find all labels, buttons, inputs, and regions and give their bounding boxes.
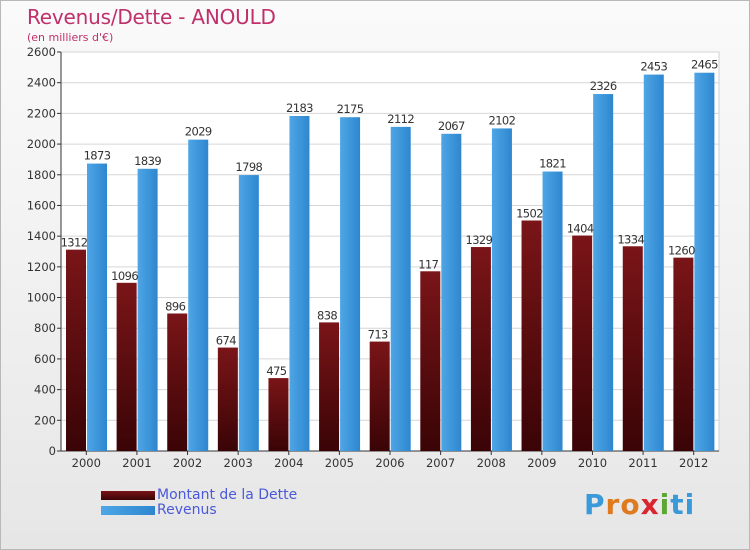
x-tick-label-2000: 2000 [72,456,101,470]
logo-letter: x [640,488,660,521]
x-tick-label-2010: 2010 [578,456,607,470]
value-label-debt-2010: 1404 [567,222,594,236]
legend: Montant de la Dette Revenus [101,488,297,518]
y-tick-label: 1000 [27,291,56,305]
x-tick-label-2001: 2001 [122,456,151,470]
legend-item-revenue: Revenus [101,503,297,518]
x-tick-label-2012: 2012 [679,456,708,470]
bar-debt-2009 [521,220,542,451]
value-label-debt-2009: 1502 [516,207,543,221]
value-label-revenue-2004: 2183 [286,101,313,115]
value-label-debt-2002: 896 [165,299,185,313]
value-label-revenue-2006: 2112 [387,112,414,126]
bar-revenue-2006 [390,126,411,452]
bar-revenue-2010 [593,94,614,451]
value-label-revenue-2003: 1798 [235,160,262,174]
y-tick-label: 2200 [27,106,56,120]
x-tick-label-2003: 2003 [224,456,253,470]
y-tick-label: 400 [34,383,56,397]
bar-revenue-2001 [137,168,158,451]
y-tick-label: 1400 [27,229,56,243]
legend-label-revenue: Revenus [157,502,217,518]
bar-debt-2002 [167,313,188,451]
chart-title: Revenus/Dette - ANOULD [27,5,276,29]
bar-revenue-2009 [542,171,563,451]
y-tick-label: 1200 [27,260,56,274]
bar-revenue-2002 [188,139,209,452]
bar-debt-2007 [420,271,441,451]
x-tick-label-2008: 2008 [477,456,506,470]
y-tick-label: 1800 [27,168,56,182]
value-label-debt-2004: 475 [266,364,286,378]
bar-debt-2005 [319,322,340,451]
logo-letter: o [620,488,641,521]
value-label-debt-2005: 838 [317,308,337,322]
value-label-revenue-2009: 1821 [539,157,566,171]
y-tick-label: 2000 [27,137,56,151]
bar-debt-2012 [673,257,694,451]
chart-subtitle: (en milliers d'€) [27,31,114,44]
legend-label-debt: Montant de la Dette [157,487,298,503]
x-tick-label-2009: 2009 [527,456,556,470]
value-label-revenue-2012: 2465 [691,58,718,72]
value-label-revenue-2005: 2175 [337,102,364,116]
y-tick-label: 2400 [27,76,56,90]
proxiti-logo: Proxiti [584,489,695,521]
x-tick-label-2002: 2002 [173,456,202,470]
y-tick-label: 0 [49,444,56,458]
bar-debt-2010 [572,235,593,451]
value-label-debt-2001: 1096 [111,269,138,283]
logo-letter: t [670,488,685,521]
y-tick-label: 600 [34,352,56,366]
logo-letter: i [684,488,696,521]
value-label-revenue-2010: 2326 [590,79,617,93]
logo-letter: r [605,488,621,521]
legend-item-debt: Montant de la Dette [101,488,297,503]
y-tick-label: 2600 [27,45,56,59]
x-tick-label-2007: 2007 [426,456,455,470]
bar-debt-2004 [268,378,289,451]
logo-letter: P [584,488,606,521]
x-tick-label-2011: 2011 [628,456,657,470]
bar-revenue-2003 [238,175,259,451]
legend-swatch-debt [101,491,155,500]
y-tick-label: 800 [34,321,56,335]
y-tick-label: 200 [34,413,56,427]
value-label-revenue-2002: 2029 [185,125,212,139]
value-label-debt-2007: 117 [418,257,438,271]
value-label-revenue-2000: 1873 [84,149,111,163]
bar-debt-2000 [66,249,86,451]
value-label-revenue-2007: 2067 [438,119,465,133]
value-label-revenue-2008: 2102 [488,113,515,127]
bar-revenue-2011 [643,74,664,452]
value-label-revenue-2001: 1839 [134,154,161,168]
x-tick-label-2004: 2004 [274,456,303,470]
bar-revenue-2005 [340,117,361,451]
value-label-debt-2003: 674 [216,334,236,348]
bar-revenue-2012 [694,72,715,451]
x-tick-label-2006: 2006 [375,456,404,470]
bar-debt-2006 [369,341,390,451]
bar-debt-2008 [470,247,491,451]
value-label-debt-2000: 1312 [61,236,88,250]
legend-swatch-revenue [101,506,155,515]
value-label-debt-2008: 1329 [465,233,492,247]
bar-debt-2003 [217,347,238,451]
value-label-debt-2012: 1260 [668,244,695,258]
bar-revenue-2000 [87,163,107,452]
bar-debt-2011 [622,246,643,451]
bar-revenue-2004 [289,115,310,451]
bar-revenue-2008 [491,128,512,452]
x-tick-label-2005: 2005 [325,456,354,470]
y-tick-label: 1600 [27,198,56,212]
value-label-debt-2006: 713 [368,328,388,342]
value-label-debt-2011: 1334 [617,232,644,246]
value-label-revenue-2011: 2453 [640,60,667,74]
bar-revenue-2007 [441,133,462,452]
bar-debt-2001 [116,282,137,451]
logo-letter: i [659,488,671,521]
